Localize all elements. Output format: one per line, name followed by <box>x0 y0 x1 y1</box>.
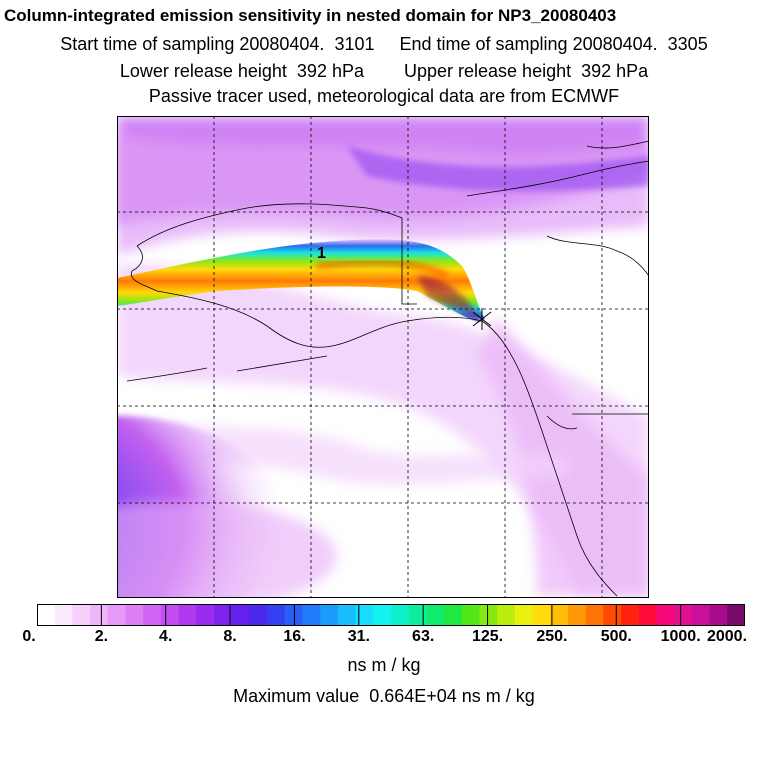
color-scale-tick-label: 63. <box>412 628 435 645</box>
color-scale-units: ns m / kg <box>347 655 421 675</box>
color-scale-cell <box>426 604 445 626</box>
upper-haze-fringe <box>117 136 649 256</box>
color-scale-cell <box>337 604 357 626</box>
graticule <box>117 116 649 598</box>
color-scale-cell <box>603 604 622 626</box>
color-scale-cell <box>709 604 728 626</box>
southwest-haze <box>117 501 337 598</box>
color-scale-cell <box>249 604 268 626</box>
release-point-marker <box>472 308 492 330</box>
color-scale-cell <box>479 604 498 626</box>
color-scale-tick-label: 4. <box>159 628 173 645</box>
color-scale-cell <box>638 604 658 626</box>
mid-haze <box>117 416 567 485</box>
upper-haze-core <box>347 146 649 192</box>
color-scale-tick-label: 1000. <box>660 628 701 645</box>
color-scale-cell <box>497 604 516 626</box>
color-scale-tick-label: 16. <box>283 628 306 645</box>
color-scale-cell <box>585 604 604 626</box>
color-scale-tick-label: 8. <box>223 628 237 645</box>
map-frame <box>117 116 649 598</box>
color-scale-cell <box>373 604 392 626</box>
release-height-line: Lower release height 392 hPa Upper relea… <box>119 61 649 81</box>
color-scale-tick-label: 250. <box>536 628 568 645</box>
color-scale-cell <box>391 604 410 626</box>
color-scale-cell <box>125 604 144 626</box>
plume-trajectory-label: 1 <box>317 245 326 262</box>
color-scale-tick-label: 2. <box>94 628 109 645</box>
color-scale-cell <box>267 604 286 626</box>
color-scale-cell <box>90 604 109 626</box>
plume-center-line <box>316 258 449 280</box>
color-scale-tick-label: 2000. <box>706 628 748 645</box>
tracer-info-line: Passive tracer used, meteorological data… <box>148 86 620 106</box>
color-scale-cell <box>196 604 215 626</box>
sampling-time-line: Start time of sampling 20080404. 3101 En… <box>60 34 708 54</box>
maximum-value-text: Maximum value 0.664E+04 ns m / kg <box>233 686 535 706</box>
color-scale-cell <box>514 604 534 626</box>
color-scale-cell <box>355 604 374 626</box>
color-scale-cell <box>727 604 745 626</box>
color-scale-cell <box>532 604 551 626</box>
color-scale-cell <box>320 604 339 626</box>
color-scale-cell <box>302 604 321 626</box>
color-scale-bar <box>37 604 745 626</box>
color-scale-cell <box>691 604 711 626</box>
color-scale-cell <box>54 604 73 626</box>
color-scale-cell <box>568 604 587 626</box>
color-scale-cell <box>408 604 427 626</box>
color-scale-tick-label: 31. <box>347 628 370 645</box>
map-title: Column-integrated emission sensitivity i… <box>4 6 617 25</box>
color-scale-cell <box>143 604 162 626</box>
color-scale-cell <box>550 604 569 626</box>
color-scale-tick-label: 500. <box>600 628 632 645</box>
color-scale-cell <box>72 604 91 626</box>
color-scale-tick-label: 125. <box>471 628 504 645</box>
color-scale-tick-label: 0. <box>22 628 36 645</box>
color-scale-cell <box>37 604 56 626</box>
color-scale-cell <box>214 604 233 626</box>
color-scale-cell <box>178 604 197 626</box>
color-scale-cell <box>461 604 481 626</box>
color-scale-cell <box>231 604 250 626</box>
color-scale-cell <box>107 604 127 626</box>
color-scale-cell <box>674 604 693 626</box>
sensitivity-map: 1 <box>117 116 649 598</box>
color-scale-cell <box>160 604 180 626</box>
color-scale-cell <box>621 604 640 626</box>
color-scale-cell <box>444 604 463 626</box>
color-scale-cell <box>656 604 675 626</box>
